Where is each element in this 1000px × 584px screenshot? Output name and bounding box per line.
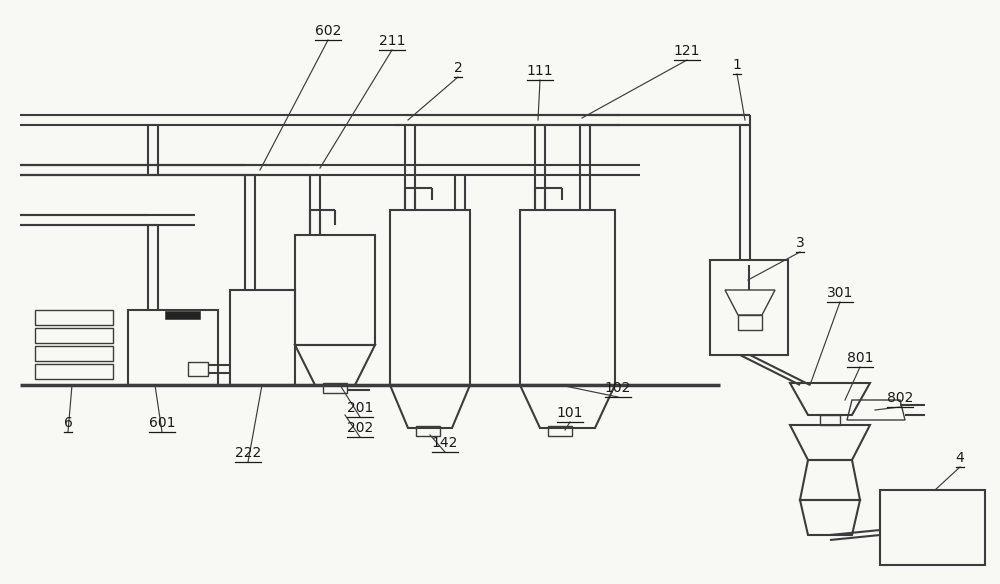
- Text: 201: 201: [347, 401, 373, 415]
- Text: 1: 1: [733, 58, 741, 72]
- Bar: [188, 362, 208, 376]
- Bar: [35, 310, 113, 325]
- Text: 601: 601: [149, 416, 175, 430]
- Bar: [738, 315, 762, 330]
- Bar: [390, 210, 470, 385]
- Text: 101: 101: [557, 406, 583, 420]
- Bar: [710, 260, 788, 355]
- Bar: [323, 383, 347, 393]
- Text: 3: 3: [796, 236, 804, 250]
- Text: 801: 801: [847, 351, 873, 365]
- Bar: [820, 415, 840, 425]
- Text: 4: 4: [956, 451, 964, 465]
- Bar: [295, 235, 375, 345]
- Bar: [35, 346, 113, 361]
- Text: 111: 111: [527, 64, 553, 78]
- Bar: [548, 426, 572, 436]
- Text: 121: 121: [674, 44, 700, 58]
- Text: 142: 142: [432, 436, 458, 450]
- Text: 202: 202: [347, 421, 373, 435]
- Bar: [128, 310, 218, 385]
- Bar: [35, 328, 113, 343]
- Text: 211: 211: [379, 34, 405, 48]
- Bar: [165, 311, 200, 319]
- Text: 602: 602: [315, 24, 341, 38]
- Text: 2: 2: [454, 61, 462, 75]
- Text: 301: 301: [827, 286, 853, 300]
- Bar: [35, 364, 113, 379]
- Bar: [230, 290, 295, 385]
- Bar: [520, 210, 615, 385]
- Text: 222: 222: [235, 446, 261, 460]
- Text: 102: 102: [605, 381, 631, 395]
- Bar: [880, 490, 985, 565]
- Text: 802: 802: [887, 391, 913, 405]
- Text: 6: 6: [64, 416, 72, 430]
- Bar: [416, 426, 440, 436]
